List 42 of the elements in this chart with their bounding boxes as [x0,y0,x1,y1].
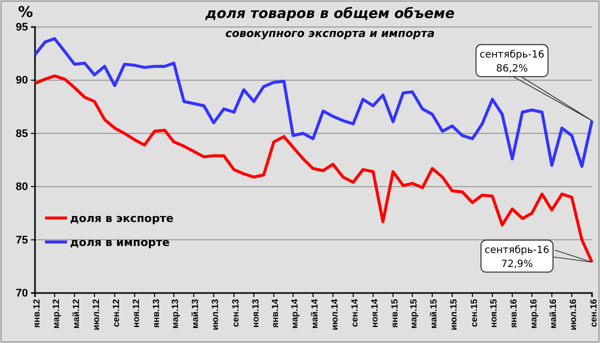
x-tick-label: мар.13 [170,299,180,329]
x-tick-label: мар.16 [528,299,538,329]
annotation: сентябрь-16 72,9% [484,245,550,270]
x-tick-label: ноя.14 [369,299,380,328]
y-tick-label: 70 [16,288,28,300]
x-tick-label: сен.16 [588,299,598,327]
x-tick-label: ноя.13 [250,299,260,328]
x-tick-label: май.12 [70,299,81,329]
x-tick-label: июл.15 [448,299,459,330]
x-tick-label: сен.15 [468,299,479,327]
x-tick-label: янв.12 [31,299,42,328]
chart-title: доля товаров в общем объеме [204,6,455,22]
x-tick-label: май.15 [428,299,439,329]
x-tick-label: май.13 [190,299,200,329]
y-tick-label: 80 [16,181,28,194]
x-tick-label: янв.16 [508,299,519,328]
x-tick-label: июл.14 [329,299,340,330]
legend-label: доля в экспорте [70,212,174,225]
x-tick-label: янв.13 [150,299,161,328]
x-tick-label: сен.13 [230,299,240,327]
x-tick-label: мар.15 [408,299,419,329]
x-tick-label: ноя.12 [131,299,142,328]
y-tick-label: 95 [16,22,28,34]
x-tick-label: май.16 [548,299,558,329]
x-tick-label: мар.14 [289,299,300,329]
x-tick-label: сен.14 [350,299,360,327]
annotation: сентябрь-16 86,2% [480,50,544,75]
x-tick-label: май.14 [309,299,320,329]
x-tick-label: июл.13 [210,299,220,330]
x-tick-label: июл.12 [90,299,101,330]
chart-subtitle: совокупного экспорта и импорта [225,27,435,40]
x-tick-label: янв.14 [270,299,280,328]
y-axis-title: % [18,3,34,21]
x-tick-label: ноя.15 [488,299,499,328]
y-tick-label: 90 [16,74,28,87]
x-tick-label: июл.16 [568,299,578,330]
x-tick-label: сен.12 [111,299,122,327]
y-tick-label: 75 [16,234,28,246]
legend-label: доля в импорте [70,236,170,249]
x-tick-label: янв.15 [389,299,400,328]
x-tick-label: мар.12 [50,299,61,329]
y-tick-label: 85 [16,128,28,140]
